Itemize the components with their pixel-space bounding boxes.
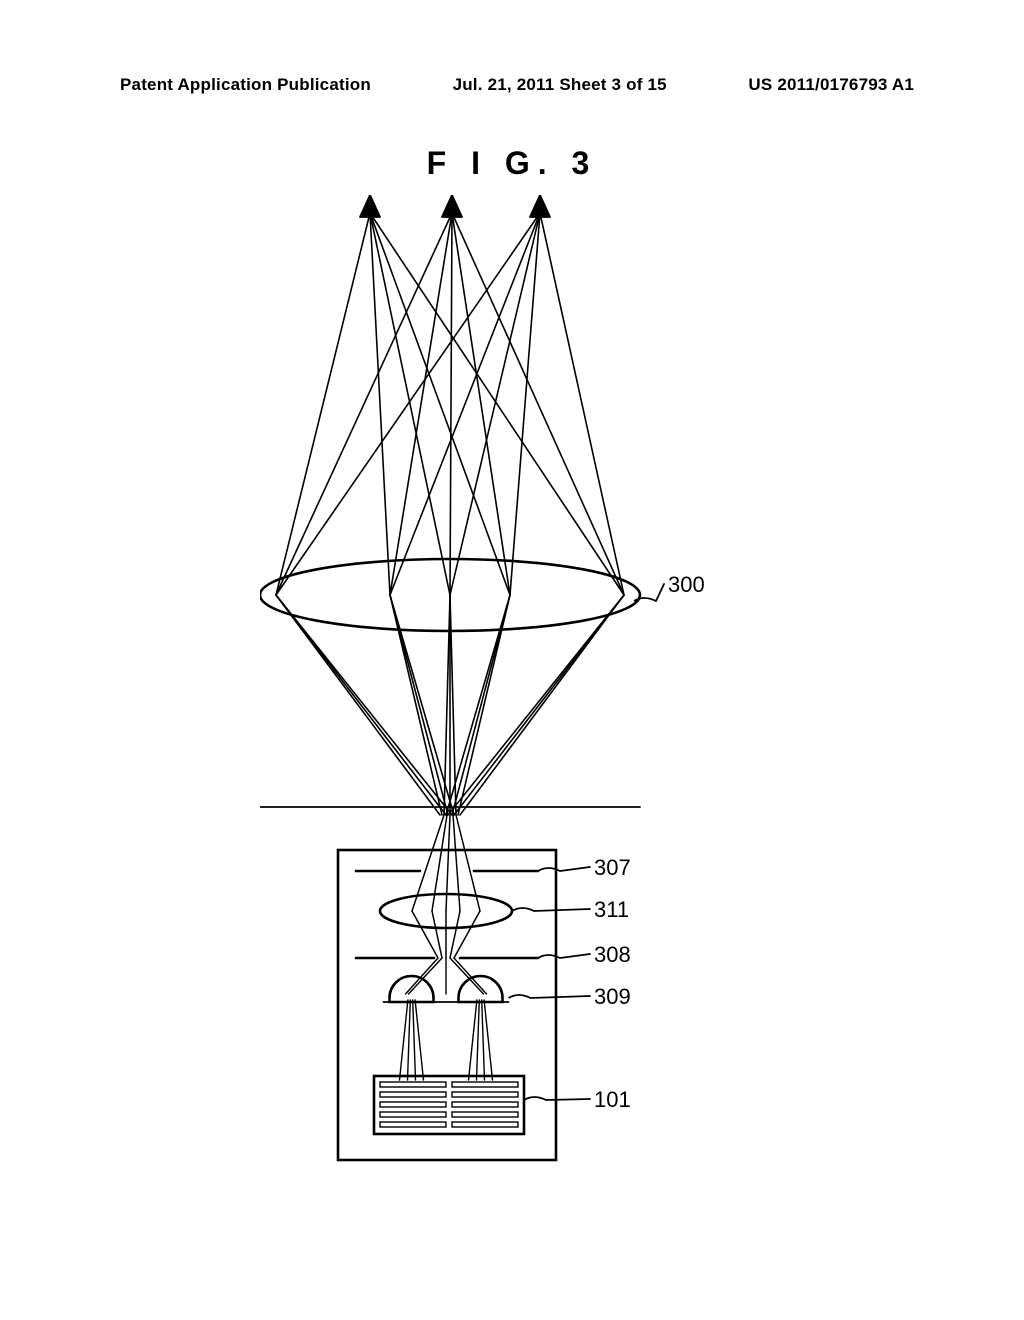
- label-311: 311: [594, 897, 629, 923]
- label-300: 300: [668, 572, 705, 598]
- header-right: US 2011/0176793 A1: [748, 75, 914, 95]
- label-307: 307: [594, 855, 631, 881]
- header-center: Jul. 21, 2011 Sheet 3 of 15: [453, 75, 667, 95]
- header-left: Patent Application Publication: [120, 75, 371, 95]
- figure-title: F I G. 3: [427, 145, 598, 182]
- label-101: 101: [594, 1087, 631, 1113]
- optical-diagram: 300 307 311 308 309 101: [260, 195, 820, 1205]
- label-309: 309: [594, 984, 631, 1010]
- page-header: Patent Application Publication Jul. 21, …: [0, 75, 1024, 95]
- label-308: 308: [594, 942, 631, 968]
